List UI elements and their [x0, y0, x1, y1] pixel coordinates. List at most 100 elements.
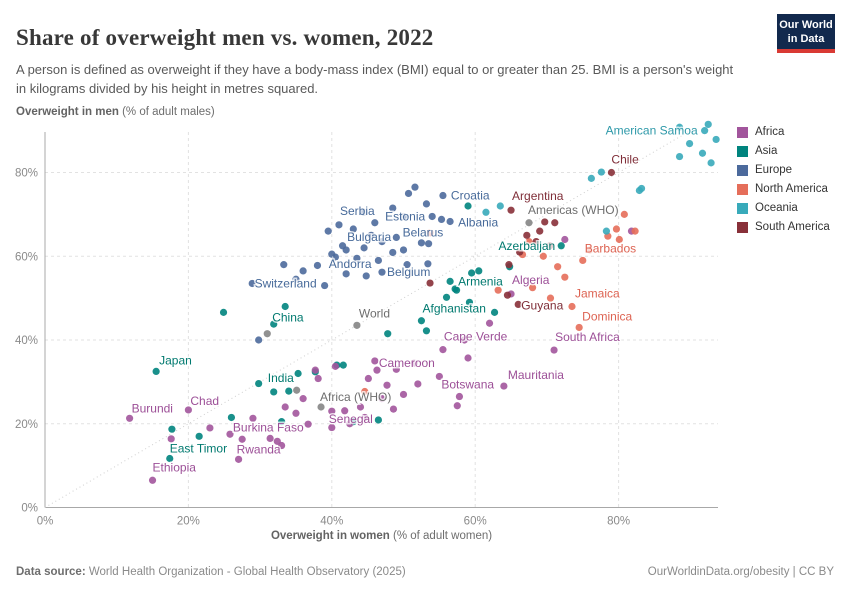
- data-point-albania[interactable]: [446, 217, 454, 226]
- country-label-mauritania[interactable]: Mauritania: [506, 367, 565, 384]
- data-point[interactable]: [422, 327, 431, 335]
- data-point[interactable]: [346, 420, 354, 428]
- data-point[interactable]: [539, 252, 547, 260]
- data-point[interactable]: [704, 120, 712, 128]
- data-point[interactable]: [248, 279, 256, 288]
- data-point[interactable]: [292, 409, 300, 417]
- country-label-afghanistan[interactable]: Afghanistan: [421, 300, 487, 317]
- data-point[interactable]: [496, 202, 504, 210]
- data-point[interactable]: [361, 387, 369, 396]
- data-point[interactable]: [331, 253, 339, 261]
- data-point[interactable]: [675, 152, 684, 161]
- data-point-barbados[interactable]: [579, 256, 587, 265]
- data-point[interactable]: [342, 270, 350, 278]
- data-point[interactable]: [294, 369, 302, 378]
- data-point[interactable]: [367, 231, 375, 239]
- data-point[interactable]: [360, 208, 368, 216]
- data-point[interactable]: [362, 272, 370, 280]
- data-point[interactable]: [637, 184, 646, 193]
- data-point-estonia[interactable]: [428, 212, 436, 221]
- data-point-cape-verde[interactable]: [439, 346, 447, 354]
- legend-item-europe[interactable]: Europe: [737, 164, 830, 176]
- data-point[interactable]: [349, 225, 357, 233]
- data-point[interactable]: [597, 168, 605, 176]
- country-label-barbados[interactable]: Barbados: [583, 240, 637, 257]
- country-label-cape-verde[interactable]: Cape Verde: [442, 328, 509, 345]
- data-point[interactable]: [238, 435, 246, 443]
- data-point[interactable]: [219, 308, 228, 316]
- data-point-azerbaijan[interactable]: [557, 242, 565, 250]
- data-point[interactable]: [281, 403, 289, 411]
- country-label-botswana[interactable]: Botswana: [440, 376, 496, 393]
- data-point-guyana[interactable]: [514, 300, 522, 309]
- data-point-senegal[interactable]: [328, 407, 336, 415]
- data-point[interactable]: [364, 374, 372, 383]
- data-point[interactable]: [451, 285, 459, 293]
- country-label-guyana[interactable]: Guyana: [520, 297, 565, 314]
- data-point[interactable]: [631, 227, 639, 235]
- data-point[interactable]: [206, 424, 214, 432]
- data-point[interactable]: [426, 229, 434, 237]
- data-point[interactable]: [392, 233, 400, 242]
- data-point[interactable]: [712, 135, 720, 144]
- data-point[interactable]: [403, 261, 411, 269]
- data-point[interactable]: [280, 261, 288, 269]
- country-label-belarus[interactable]: Belarus: [401, 224, 445, 241]
- data-point[interactable]: [378, 395, 386, 403]
- data-point[interactable]: [525, 237, 533, 246]
- data-point[interactable]: [468, 269, 476, 277]
- data-point[interactable]: [389, 248, 397, 257]
- data-point-american-samoa[interactable]: [701, 127, 709, 135]
- data-point[interactable]: [602, 227, 611, 235]
- data-point[interactable]: [266, 434, 274, 443]
- data-point[interactable]: [437, 215, 446, 223]
- data-point[interactable]: [374, 256, 383, 265]
- country-label-serbia[interactable]: Serbia: [338, 202, 376, 219]
- country-label-croatia[interactable]: Croatia: [449, 187, 491, 204]
- data-point[interactable]: [546, 294, 555, 302]
- country-label-ethiopia[interactable]: Ethiopia: [151, 459, 198, 476]
- data-point[interactable]: [227, 413, 236, 422]
- country-label-belgium[interactable]: Belgium: [385, 264, 431, 281]
- data-point-botswana[interactable]: [435, 372, 443, 381]
- country-label-south-africa[interactable]: South Africa: [554, 329, 622, 346]
- data-point[interactable]: [399, 390, 408, 399]
- data-point[interactable]: [554, 263, 562, 271]
- data-point[interactable]: [532, 237, 540, 246]
- legend-item-north-america[interactable]: North America: [737, 183, 830, 195]
- data-point[interactable]: [293, 386, 301, 394]
- data-point-serbia[interactable]: [335, 221, 343, 229]
- data-point-dominica[interactable]: [575, 323, 583, 332]
- legend-item-oceania[interactable]: Oceania: [737, 202, 830, 214]
- country-label-albania[interactable]: Albania: [457, 214, 500, 231]
- data-point[interactable]: [523, 231, 531, 239]
- data-point[interactable]: [270, 320, 278, 328]
- data-point-armenia[interactable]: [446, 277, 454, 285]
- data-point[interactable]: [255, 336, 263, 344]
- data-point[interactable]: [541, 218, 549, 226]
- data-point-chile[interactable]: [607, 168, 616, 177]
- country-label-world[interactable]: World: [357, 305, 391, 322]
- data-point[interactable]: [399, 212, 408, 221]
- country-label-estonia[interactable]: Estonia: [384, 208, 427, 225]
- data-point[interactable]: [503, 291, 512, 299]
- data-point[interactable]: [371, 219, 379, 227]
- data-point-world[interactable]: [353, 321, 361, 329]
- data-point[interactable]: [226, 430, 234, 438]
- data-point-rwanda[interactable]: [234, 455, 243, 463]
- data-point[interactable]: [561, 235, 569, 244]
- data-point[interactable]: [698, 149, 707, 157]
- country-label-argentina[interactable]: Argentina: [511, 188, 566, 205]
- country-label-jamaica[interactable]: Jamaica: [573, 285, 621, 302]
- data-point[interactable]: [411, 183, 419, 191]
- data-point[interactable]: [168, 425, 176, 433]
- data-point[interactable]: [392, 365, 400, 373]
- data-point[interactable]: [356, 403, 365, 411]
- data-point[interactable]: [389, 405, 398, 413]
- data-point[interactable]: [424, 260, 432, 268]
- data-point[interactable]: [675, 123, 684, 131]
- data-point-jamaica[interactable]: [568, 302, 576, 311]
- data-point[interactable]: [482, 208, 490, 216]
- country-label-switzerland[interactable]: Switzerland: [253, 275, 318, 292]
- country-label-chad[interactable]: Chad: [189, 392, 221, 409]
